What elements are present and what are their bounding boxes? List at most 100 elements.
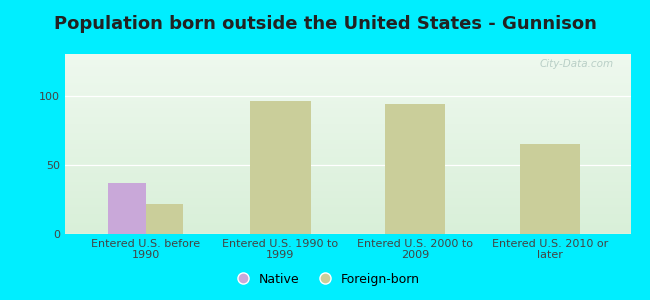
- Bar: [65, 176, 630, 178]
- Bar: [65, 130, 630, 131]
- Bar: [65, 211, 630, 212]
- Bar: [65, 164, 630, 166]
- Bar: [65, 56, 630, 58]
- Bar: [65, 185, 630, 187]
- Bar: [65, 187, 630, 189]
- Bar: [65, 110, 630, 112]
- Bar: [65, 59, 630, 61]
- Bar: [65, 230, 630, 232]
- Bar: [65, 72, 630, 74]
- Bar: [65, 117, 630, 119]
- Bar: [65, 81, 630, 83]
- Bar: [65, 74, 630, 76]
- Bar: [65, 103, 630, 104]
- Bar: [65, 149, 630, 151]
- Bar: [65, 153, 630, 155]
- Bar: [65, 95, 630, 97]
- Bar: [65, 198, 630, 200]
- Bar: [65, 158, 630, 160]
- Bar: [65, 54, 630, 56]
- Bar: [65, 218, 630, 220]
- Bar: [65, 94, 630, 95]
- Bar: [65, 119, 630, 121]
- Legend: Native, Foreign-born: Native, Foreign-born: [225, 268, 425, 291]
- Bar: [65, 128, 630, 130]
- Bar: [65, 200, 630, 202]
- Bar: [65, 148, 630, 149]
- Bar: [65, 65, 630, 67]
- Text: City-Data.com: City-Data.com: [540, 59, 614, 69]
- Bar: [65, 232, 630, 234]
- Bar: [65, 63, 630, 65]
- Bar: [65, 112, 630, 113]
- Bar: [65, 207, 630, 209]
- Bar: [65, 227, 630, 229]
- Bar: [65, 216, 630, 218]
- Bar: [65, 160, 630, 162]
- Bar: [65, 131, 630, 133]
- Bar: [65, 79, 630, 81]
- Bar: [65, 191, 630, 193]
- Bar: [65, 99, 630, 101]
- Bar: [65, 97, 630, 99]
- Bar: [65, 155, 630, 157]
- Bar: [146, 203, 183, 234]
- Bar: [65, 92, 630, 94]
- Bar: [65, 182, 630, 184]
- Bar: [65, 162, 630, 164]
- Bar: [65, 212, 630, 214]
- Bar: [65, 189, 630, 191]
- Bar: [65, 106, 630, 108]
- Bar: [65, 178, 630, 180]
- Bar: [65, 90, 630, 92]
- Bar: [250, 101, 311, 234]
- Bar: [65, 77, 630, 79]
- Bar: [65, 142, 630, 144]
- Bar: [65, 146, 630, 148]
- Bar: [65, 214, 630, 216]
- Bar: [65, 184, 630, 185]
- Bar: [65, 122, 630, 124]
- Bar: [65, 85, 630, 86]
- Bar: [65, 101, 630, 103]
- Bar: [65, 133, 630, 135]
- Bar: [65, 175, 630, 176]
- Bar: [65, 202, 630, 203]
- Bar: [65, 58, 630, 59]
- Bar: [65, 220, 630, 221]
- Bar: [65, 229, 630, 230]
- Bar: [65, 166, 630, 167]
- Bar: [65, 135, 630, 137]
- Bar: [65, 140, 630, 142]
- Bar: [65, 173, 630, 175]
- Bar: [65, 221, 630, 223]
- Bar: [65, 121, 630, 122]
- Bar: [65, 196, 630, 198]
- Bar: [65, 157, 630, 158]
- Bar: [65, 61, 630, 63]
- Bar: [65, 180, 630, 182]
- Bar: [65, 124, 630, 126]
- Bar: [65, 108, 630, 110]
- Bar: [519, 144, 580, 234]
- Bar: [65, 76, 630, 77]
- Bar: [108, 183, 146, 234]
- Bar: [65, 205, 630, 207]
- Bar: [65, 209, 630, 211]
- Bar: [65, 171, 630, 173]
- Bar: [65, 88, 630, 90]
- Bar: [65, 104, 630, 106]
- Bar: [65, 225, 630, 227]
- Bar: [65, 86, 630, 88]
- Text: Population born outside the United States - Gunnison: Population born outside the United State…: [53, 15, 597, 33]
- Bar: [65, 194, 630, 196]
- Bar: [65, 139, 630, 140]
- Bar: [65, 67, 630, 68]
- Bar: [65, 144, 630, 146]
- Bar: [65, 83, 630, 85]
- Bar: [65, 137, 630, 139]
- Bar: [65, 151, 630, 153]
- Bar: [65, 193, 630, 194]
- Bar: [65, 113, 630, 115]
- Bar: [65, 70, 630, 72]
